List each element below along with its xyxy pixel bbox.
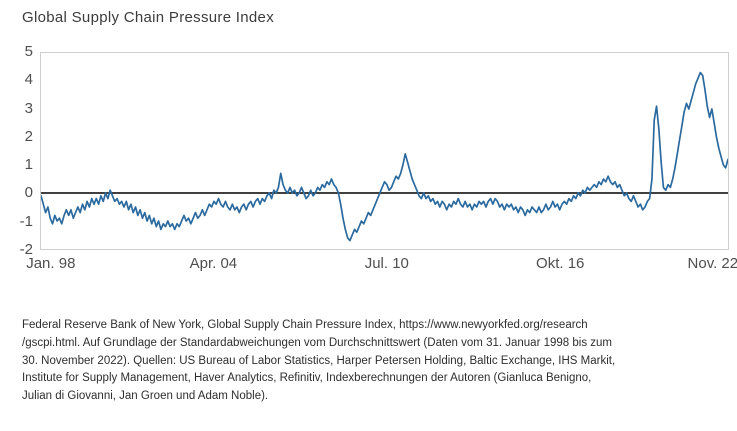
y-tick-label: 1 [24,156,33,174]
x-tick-label: Nov. 22 [687,255,737,272]
y-tick-label: 5 [24,43,33,61]
source-line: /gscpi.html. Auf Grundlage der Standarda… [22,336,613,349]
source-note: Federal Reserve Bank of New York, Global… [22,317,715,406]
x-tick-label: Okt. 16 [536,255,585,272]
chart-title: Global Supply Chain Pressure Index [22,9,275,26]
y-tick-label: -1 [19,212,33,230]
plot-area [40,52,729,250]
y-tick-label: 0 [24,184,33,202]
y-tick-label: 2 [24,128,33,146]
plot-column: Jan. 98 Apr. 04 Jul. 10 Okt. 16 Nov. 22 [26,52,737,277]
y-tick-label: 4 [24,71,33,89]
y-axis: 5 4 3 2 1 0 -1 -2 [10,43,40,258]
chart: 5 4 3 2 1 0 -1 -2 Jan. 98 Apr. 04 Jul. 10 Okt. 16 N… [10,43,737,277]
y-tick-label: 3 [24,99,33,117]
x-tick-label: Jul. 10 [364,255,409,272]
source-line: Julian di Giovanni, Jan Groen und Adam N… [22,390,269,403]
source-line: 30. November 2022). Quellen: US Bureau o… [22,354,616,367]
source-line: Institute for Supply Management, Haver A… [22,372,592,385]
x-tick-label: Apr. 04 [189,255,238,272]
x-axis: Jan. 98 Apr. 04 Jul. 10 Okt. 16 Nov. 22 [26,255,737,277]
x-tick-label: Jan. 98 [26,255,76,272]
chart-line-svg [41,53,728,249]
y-tick-label: -2 [19,241,33,259]
gscpi-line [41,73,728,241]
source-line: Federal Reserve Bank of New York, Global… [22,319,588,331]
